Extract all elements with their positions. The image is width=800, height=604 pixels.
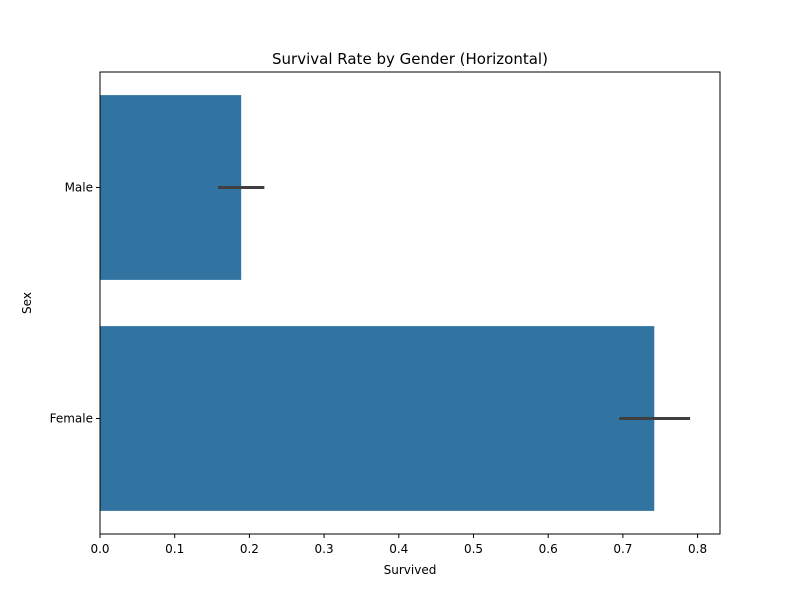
x-tick-label-7: 0.7 xyxy=(613,542,632,556)
x-tick-label-2: 0.2 xyxy=(240,542,259,556)
x-tick-label-5: 0.5 xyxy=(464,542,483,556)
y-axis-label: Sex xyxy=(20,292,34,314)
x-tick-label-6: 0.6 xyxy=(539,542,558,556)
x-tick-label-0: 0.0 xyxy=(90,542,109,556)
x-tick-label-3: 0.3 xyxy=(315,542,334,556)
plot-area xyxy=(100,95,691,511)
x-axis-label: Survived xyxy=(384,563,437,577)
bar-male xyxy=(100,95,242,280)
chart-title: Survival Rate by Gender (Horizontal) xyxy=(272,50,548,68)
x-tick-label-1: 0.1 xyxy=(165,542,184,556)
x-tick-label-8: 0.8 xyxy=(688,542,707,556)
plot-frame xyxy=(99,71,721,535)
axis-ticks: Male Female 0.0 0.1 0.2 0.3 0.4 0.5 0.6 0.7 0.8 xyxy=(50,181,708,557)
y-tick-label-male: Male xyxy=(65,181,93,195)
x-tick-label-4: 0.4 xyxy=(389,542,408,556)
bar-female xyxy=(100,326,655,511)
y-tick-label-female: Female xyxy=(50,412,93,426)
